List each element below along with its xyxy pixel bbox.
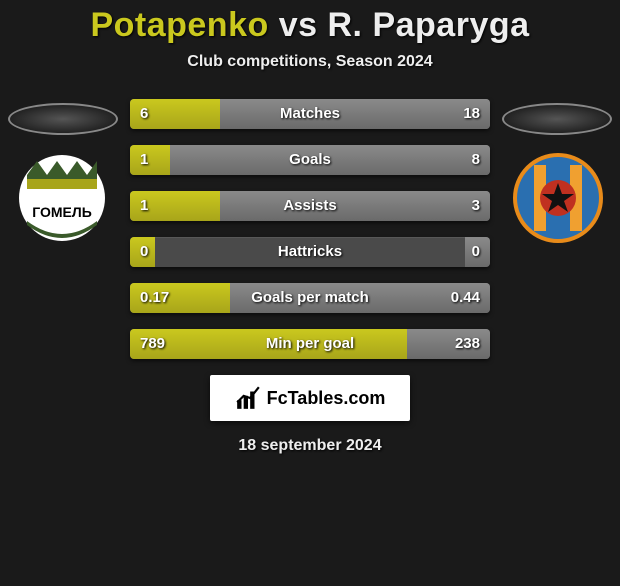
fctables-logo-icon [235, 385, 261, 411]
team-left-logo: ГОМЕЛЬ [12, 153, 112, 243]
stat-value-right: 0 [472, 237, 480, 267]
stat-value-left: 0.17 [140, 283, 169, 313]
stat-value-left: 1 [140, 191, 148, 221]
date-text: 18 september 2024 [0, 437, 620, 455]
player2-name: R. Paparyga [328, 6, 530, 44]
stat-label: Goals per match [130, 283, 490, 313]
player1-name: Potapenko [90, 6, 268, 44]
stat-label: Goals [130, 145, 490, 175]
player2-base-ellipse [502, 103, 612, 135]
stat-value-right: 3 [472, 191, 480, 221]
stat-value-left: 6 [140, 99, 148, 129]
stat-row-goals-per-match: Goals per match0.17 0.44 [130, 283, 490, 313]
stat-row-goals: Goals1 8 [130, 145, 490, 175]
comparison-stage: ГОМЕЛЬ Matches618Goals18Assists13Hattric… [0, 99, 620, 359]
stat-label: Matches [130, 99, 490, 129]
stat-value-right: 0.44 [451, 283, 480, 313]
stat-bars: Matches618Goals18Assists13Hattricks00Goa… [130, 99, 490, 359]
gomel-crest-icon: ГОМЕЛЬ [12, 153, 112, 243]
stat-value-left: 789 [140, 329, 165, 359]
player1-base-ellipse [8, 103, 118, 135]
stat-row-matches: Matches6 18 [130, 99, 490, 129]
stat-row-hattricks: Hattricks0 0 [130, 237, 490, 267]
stat-value-right: 18 [463, 99, 480, 129]
subtitle: Club competitions, Season 2024 [0, 53, 620, 71]
team-right-logo [508, 153, 608, 243]
branding-text: FcTables.com [267, 388, 386, 409]
stat-row-assists: Assists1 3 [130, 191, 490, 221]
stat-value-left: 0 [140, 237, 148, 267]
page-title: Potapenko vs R. Paparyga [0, 6, 620, 45]
stat-value-right: 8 [472, 145, 480, 175]
stat-value-left: 1 [140, 145, 148, 175]
stat-label: Assists [130, 191, 490, 221]
svg-text:ГОМЕЛЬ: ГОМЕЛЬ [32, 204, 92, 220]
stat-value-right: 238 [455, 329, 480, 359]
branding-badge: FcTables.com [210, 375, 410, 421]
stat-label: Hattricks [130, 237, 490, 267]
vs-text: vs [279, 6, 318, 44]
naftan-crest-icon [508, 153, 608, 243]
stat-row-min-per-goal: Min per goal789 238 [130, 329, 490, 359]
stat-label: Min per goal [130, 329, 490, 359]
